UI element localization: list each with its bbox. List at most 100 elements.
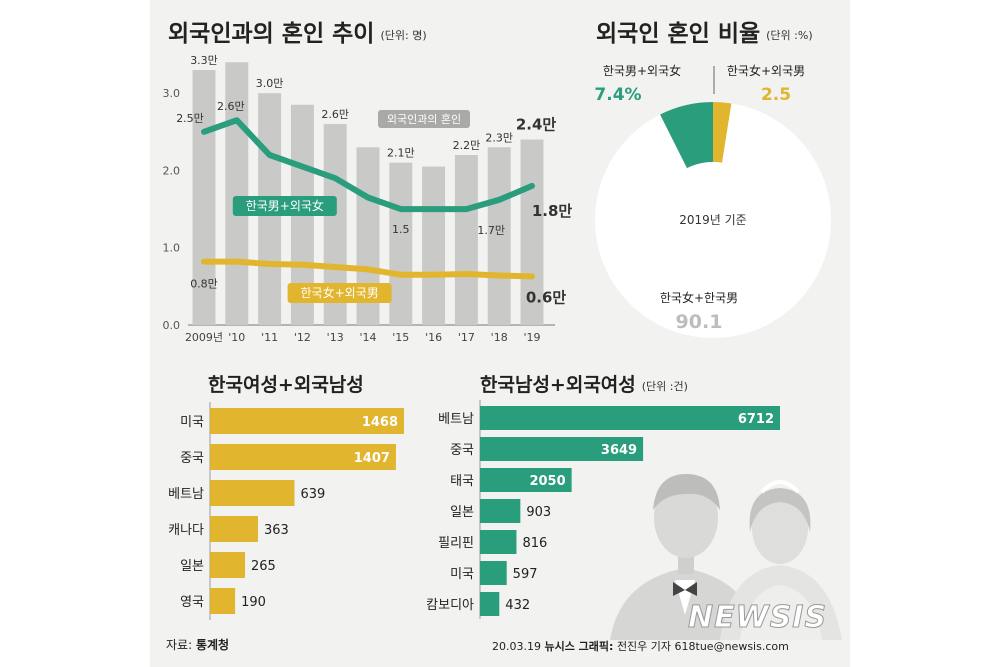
source-note: 자료: 통계청: [166, 636, 229, 653]
donut-slice: [595, 103, 831, 338]
series-name-label: 한국男+외국女: [246, 198, 324, 213]
bar: [210, 588, 236, 614]
bar-category-label: 캄보디아: [426, 598, 474, 613]
x-tick-label: '15: [392, 331, 409, 344]
y-tick-label: 2.0: [163, 164, 181, 177]
total-bar-label: 2.2만: [453, 139, 481, 152]
credit-line: 20.03.19 뉴시스 그래픽: 전진우 기자 618tue@newsis.c…: [492, 638, 789, 654]
women-bar-chart: 미국 1468 중국 1407 베트남 639 캐나다 363 일본 265 영국 190: [168, 402, 404, 620]
bar-value-label: 816: [522, 536, 547, 551]
bar: [480, 530, 517, 554]
series-point-label: 1.7만: [477, 224, 505, 237]
bar-category-label: 영국: [180, 595, 204, 610]
bar: [480, 468, 572, 492]
credit-text: 전진우 기자 618tue@newsis.com: [616, 640, 789, 653]
men-bar-unit: (단위 :건): [641, 379, 688, 393]
bar-category-label: 미국: [450, 567, 474, 582]
donut-hole: [655, 162, 771, 278]
bar: [210, 408, 404, 434]
x-tick-label: '18: [491, 331, 508, 344]
men-bar-title: 한국남성+외국여성 (단위 :건): [480, 370, 688, 397]
x-tick-label: '14: [359, 331, 376, 344]
bar: [480, 437, 644, 461]
bar-value-label: 265: [251, 559, 276, 574]
total-bar-label: 2.1만: [387, 147, 415, 160]
bar-value-label: 1407: [354, 451, 390, 466]
bar-category-label: 필리핀: [438, 536, 474, 551]
series-name-label-bg: [287, 283, 392, 303]
series-point-label: 0.8만: [190, 278, 218, 291]
ratio-unit: (단위 :%): [766, 28, 813, 42]
x-tick-label: '16: [425, 331, 442, 344]
bar-category-label: 일본: [180, 559, 204, 574]
men-bar-title-text: 한국남성+외국여성: [480, 374, 636, 396]
bar-category-label: 일본: [450, 505, 474, 520]
bar-category-label: 태국: [450, 474, 474, 489]
bar-category-label: 중국: [450, 443, 474, 458]
ratio-title-text: 외국인 혼인 비율: [596, 21, 761, 47]
bar-category-label: 캐나다: [168, 523, 204, 538]
bar-value-label: 639: [300, 487, 325, 502]
bride-figure: [720, 480, 842, 640]
series-name-label: 한국女+외국男: [300, 285, 378, 300]
women-bar-title: 한국여성+외국남성: [208, 370, 364, 397]
x-tick-label: '12: [294, 331, 311, 344]
groom-figure: [610, 474, 760, 640]
bar-value-label: 1468: [362, 415, 398, 430]
trend-title-text: 외국인과의 혼인 추이: [168, 21, 375, 47]
bar-value-label: 3649: [601, 443, 637, 458]
bar-category-label: 미국: [180, 415, 204, 430]
series-point-label: 1.8만: [532, 202, 573, 220]
x-tick-label: 2009년: [185, 331, 223, 344]
donut-slice: [713, 102, 732, 163]
women-bar-title-text: 한국여성+외국남성: [208, 374, 364, 396]
trend-chart: 0.0 1.0 2.0 3.0 3.3만 3.0만 2.6만 2.1만 2.2만 2.3만2.4만…: [163, 54, 573, 344]
y-tick-label: 0.0: [163, 319, 181, 332]
total-bar-label: 2.4만: [516, 116, 557, 134]
total-bar: [454, 155, 478, 325]
x-tick-label: '11: [261, 331, 278, 344]
source-name: 통계청: [195, 638, 230, 652]
bar-value-label: 597: [513, 567, 538, 582]
total-bar-label: 2.6만: [321, 108, 349, 121]
bar-category-label: 베트남: [438, 412, 474, 427]
y-tick-label: 3.0: [163, 87, 181, 100]
trend-unit: (단위: 명): [380, 28, 427, 42]
newsis-watermark: NEWSIS: [687, 600, 828, 636]
total-bar-label: 3.0만: [256, 77, 284, 90]
x-tick-label: '19: [523, 331, 540, 344]
bar: [210, 444, 396, 470]
x-tick-label: '13: [327, 331, 344, 344]
bar: [210, 480, 295, 506]
bar-value-label: 190: [241, 595, 266, 610]
total-bar: [389, 162, 413, 325]
couple-illustration: [610, 474, 842, 640]
donut-slice: [660, 102, 713, 169]
bar: [480, 592, 500, 616]
series-line: [201, 117, 535, 213]
ratio-donut-chart: 2019년 기준 한국女+외국男 2.5 한국男+외국女 7.4% 한국女+한국男 90.1: [594, 63, 831, 338]
series-line: [201, 258, 535, 280]
bar-category-label: 베트남: [168, 487, 204, 502]
slice-value-label: 2.5: [761, 85, 791, 105]
x-tick-label: '10: [228, 331, 245, 344]
slice-value-label: 7.4%: [594, 85, 641, 105]
slice-name-label: 한국女+외국男: [727, 63, 805, 78]
bar-value-label: 6712: [738, 412, 774, 427]
series-point-label: 2.6만: [217, 100, 245, 113]
credit-date: 20.03.19: [492, 640, 541, 653]
bar-value-label: 432: [505, 598, 530, 613]
credit-bold: 뉴시스 그래픽:: [544, 640, 614, 653]
x-tick-label: '17: [458, 331, 475, 344]
y-tick-label: 1.0: [163, 242, 181, 255]
total-bar: [487, 147, 511, 325]
bar-category-label: 중국: [180, 451, 204, 466]
total-series-label-bg: [378, 110, 470, 128]
bar: [210, 516, 258, 542]
bar-value-label: 2050: [529, 474, 565, 489]
slice-name-label: 한국女+한국男: [660, 290, 738, 305]
series-point-label: 0.6만: [526, 288, 567, 306]
slice-value-label: 90.1: [676, 311, 723, 333]
bar: [210, 552, 246, 578]
bar: [480, 499, 521, 523]
